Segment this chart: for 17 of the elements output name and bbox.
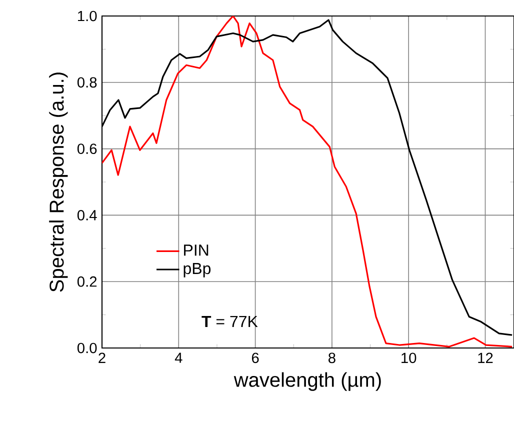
y-tick-label: 0.4	[77, 210, 97, 220]
y-tick-label: 0.0	[77, 342, 97, 354]
x-tick-label: 12	[478, 352, 493, 363]
y-tick-label: 0.8	[77, 77, 97, 88]
annotation: T = 77K	[202, 316, 258, 327]
y-axis-title: Spectral Response (a.u.)	[49, 72, 68, 292]
x-tick-label: 10	[402, 352, 416, 364]
x-axis-title: wavelength (µm)	[234, 372, 381, 391]
x-tick-label: 2	[98, 352, 106, 363]
x-tick-label: 6	[252, 352, 259, 364]
legend-label: PIN	[184, 244, 208, 256]
y-tick-label: 0.6	[77, 144, 97, 154]
legend-label: pBp	[184, 263, 211, 278]
y-tick-label: 1.0	[78, 10, 97, 22]
x-tick-label: 4	[174, 352, 182, 363]
x-tick-label: 8	[328, 352, 336, 364]
y-tick-label: 0.2	[77, 276, 97, 287]
